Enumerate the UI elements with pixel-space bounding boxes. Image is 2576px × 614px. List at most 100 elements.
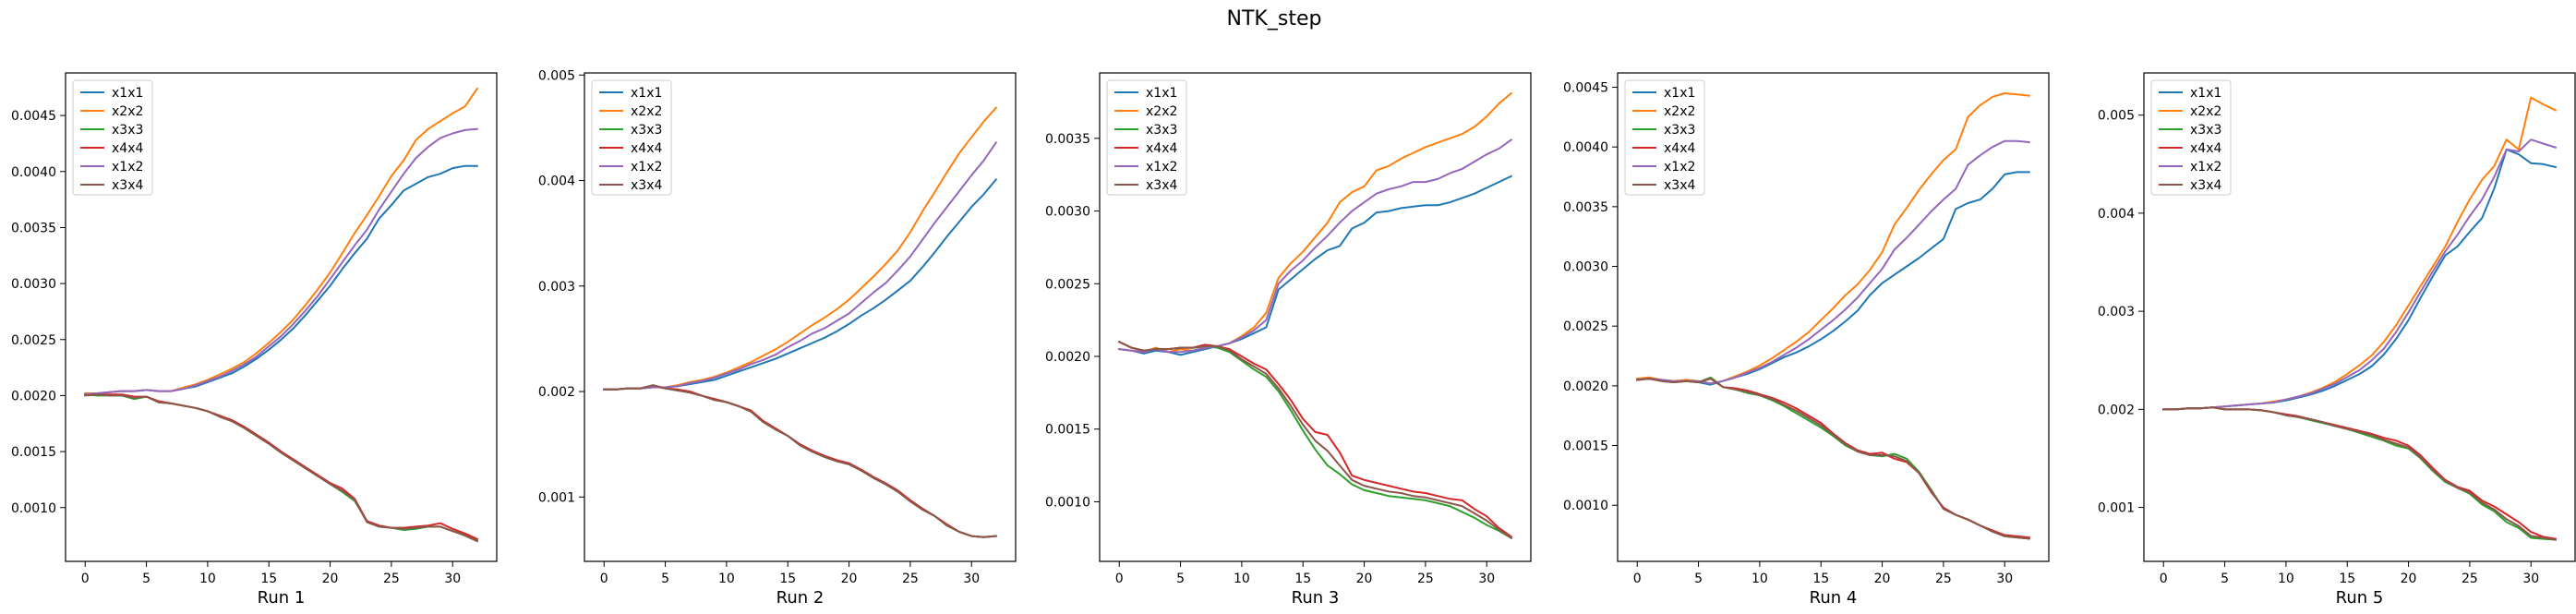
y-tick-label: 0.0040 <box>11 165 56 180</box>
y-tick-label: 0.0030 <box>1045 205 1090 220</box>
x-tick-label: 30 <box>2522 572 2539 586</box>
x-tick-label: 10 <box>1234 572 1250 586</box>
legend-label-x1x2: x1x2 <box>631 160 662 175</box>
y-tick-label: 0.004 <box>538 175 575 189</box>
legend-label-x3x3: x3x3 <box>631 123 662 138</box>
series-line-x1x2 <box>84 127 478 396</box>
y-tick-label: 0.005 <box>538 68 575 83</box>
subplot-5: 0 5 10 15 20 25 30 0.001 0.002 0.003 0.004 0.005 Run… <box>2098 72 2576 608</box>
series-line-x1x2 <box>603 141 998 391</box>
legend-label-x1x1: x1x1 <box>631 86 662 101</box>
legend-label-x4x4: x4x4 <box>1146 141 1177 156</box>
legend-label-x2x2: x2x2 <box>2190 104 2221 119</box>
axes-frame <box>65 72 498 562</box>
y-tick-label: 0.0010 <box>1563 499 1608 513</box>
y-tick-label: 0.0035 <box>1045 132 1090 147</box>
legend-label-x4x4: x4x4 <box>2190 141 2221 156</box>
legend-label-x2x2: x2x2 <box>1146 104 1177 119</box>
legend: x1x1 x2x2 x3x3 x4x4 x1x2 x3x4 <box>1106 79 1187 196</box>
y-tick-label: 0.001 <box>2098 501 2135 516</box>
legend-label-x1x2: x1x2 <box>2190 160 2221 175</box>
legend-label-x1x2: x1x2 <box>1664 160 1695 175</box>
x-tick-label: 5 <box>661 572 669 586</box>
series-line-x2x2 <box>1118 91 1513 354</box>
series-line-x1x2 <box>2162 138 2558 411</box>
x-tick-label: 10 <box>1751 572 1768 586</box>
legend-label-x3x4: x3x4 <box>2190 178 2221 193</box>
series-line-x1x1 <box>1118 175 1513 356</box>
series-line-x3x4 <box>84 393 479 543</box>
y-tick-label: 0.0045 <box>11 109 56 124</box>
legend-label-x4x4: x4x4 <box>631 141 662 156</box>
legend: x1x1 x2x2 x3x3 x4x4 x1x2 x3x4 <box>2150 79 2232 196</box>
legend-label-x3x4: x3x4 <box>112 178 143 193</box>
y-tick-label: 0.0035 <box>1563 200 1608 215</box>
series-line-x1x1 <box>1636 171 2030 386</box>
x-tick-label: 0 <box>2160 572 2168 586</box>
legend-label-x1x1: x1x1 <box>1146 86 1177 101</box>
y-tick-label: 0.0025 <box>1563 319 1608 334</box>
x-tick-label: 25 <box>902 572 919 586</box>
x-tick-label: 10 <box>2278 572 2294 586</box>
axes-frame <box>584 72 1017 562</box>
x-tick-label: 30 <box>1996 572 2013 586</box>
x-tick-label: 15 <box>1294 572 1311 586</box>
legend-label-x1x1: x1x1 <box>112 86 143 101</box>
y-tick-label: 0.0015 <box>11 445 56 460</box>
series-line-x1x2 <box>1118 138 1513 354</box>
x-tick-label: 20 <box>1356 572 1373 586</box>
x-tick-label: 10 <box>199 572 216 586</box>
x-tick-label: 20 <box>2401 572 2417 586</box>
legend-label-x3x3: x3x3 <box>112 123 143 138</box>
x-tick-label: 0 <box>1115 572 1124 586</box>
y-tick-label: 0.0030 <box>11 277 56 292</box>
legend: x1x1 x2x2 x3x3 x4x4 x1x2 x3x4 <box>591 79 672 196</box>
x-tick-label: 15 <box>260 572 277 586</box>
x-tick-label: 20 <box>1874 572 1891 586</box>
y-tick-label: 0.0025 <box>1045 277 1090 292</box>
y-tick-label: 0.0020 <box>1045 350 1090 365</box>
legend-label-x3x4: x3x4 <box>631 178 662 193</box>
x-tick-label: 25 <box>1417 572 1434 586</box>
legend-label-x3x3: x3x3 <box>2190 123 2221 138</box>
axes-frame <box>2143 72 2576 562</box>
x-tick-label: 15 <box>1812 572 1829 586</box>
series-line-x3x4 <box>2162 406 2557 541</box>
x-tick-label: 30 <box>444 572 461 586</box>
series-line-x3x4 <box>1636 378 2030 540</box>
y-tick-label: 0.005 <box>2098 109 2135 124</box>
y-tick-label: 0.0010 <box>1045 495 1090 510</box>
x-axis-label: Run 2 <box>776 588 825 608</box>
x-tick-label: 15 <box>2339 572 2355 586</box>
legend-label-x1x1: x1x1 <box>2190 86 2221 101</box>
series-line-x3x4 <box>1117 340 1513 540</box>
legend-label-x3x3: x3x3 <box>1664 123 1695 138</box>
legend-label-x1x2: x1x2 <box>1146 160 1177 175</box>
y-tick-label: 0.0020 <box>1563 379 1608 394</box>
legend-label-x4x4: x4x4 <box>1664 141 1695 156</box>
legend-label-x1x2: x1x2 <box>112 160 143 175</box>
x-tick-label: 0 <box>600 572 608 586</box>
x-tick-label: 5 <box>1176 572 1185 586</box>
y-tick-label: 0.003 <box>538 280 575 295</box>
x-tick-label: 30 <box>963 572 980 586</box>
y-tick-label: 0.004 <box>2098 207 2135 222</box>
y-tick-label: 0.002 <box>538 385 575 400</box>
legend-label-x3x4: x3x4 <box>1146 178 1177 193</box>
y-tick-label: 0.0030 <box>1563 260 1608 275</box>
y-tick-label: 0.0035 <box>11 221 56 235</box>
y-tick-label: 0.0010 <box>11 501 56 516</box>
legend-label-x2x2: x2x2 <box>1664 104 1695 119</box>
legend-label-x2x2: x2x2 <box>112 104 143 119</box>
axes-frame <box>1617 72 2050 562</box>
x-tick-label: 25 <box>2462 572 2478 586</box>
x-tick-label: 15 <box>779 572 796 586</box>
x-axis-label: Run 3 <box>1292 588 1340 608</box>
series-line-x3x4 <box>603 384 997 538</box>
subplot-4: 0 5 10 15 20 25 30 0.0010 0.0015 0.0020 0.0025 0.00… <box>1563 72 2050 608</box>
subplots: 0 5 10 15 20 25 300.00100.00150.00200.00250.00… <box>11 68 2576 608</box>
x-tick-label: 5 <box>2221 572 2229 586</box>
x-tick-label: 0 <box>1633 572 1642 586</box>
